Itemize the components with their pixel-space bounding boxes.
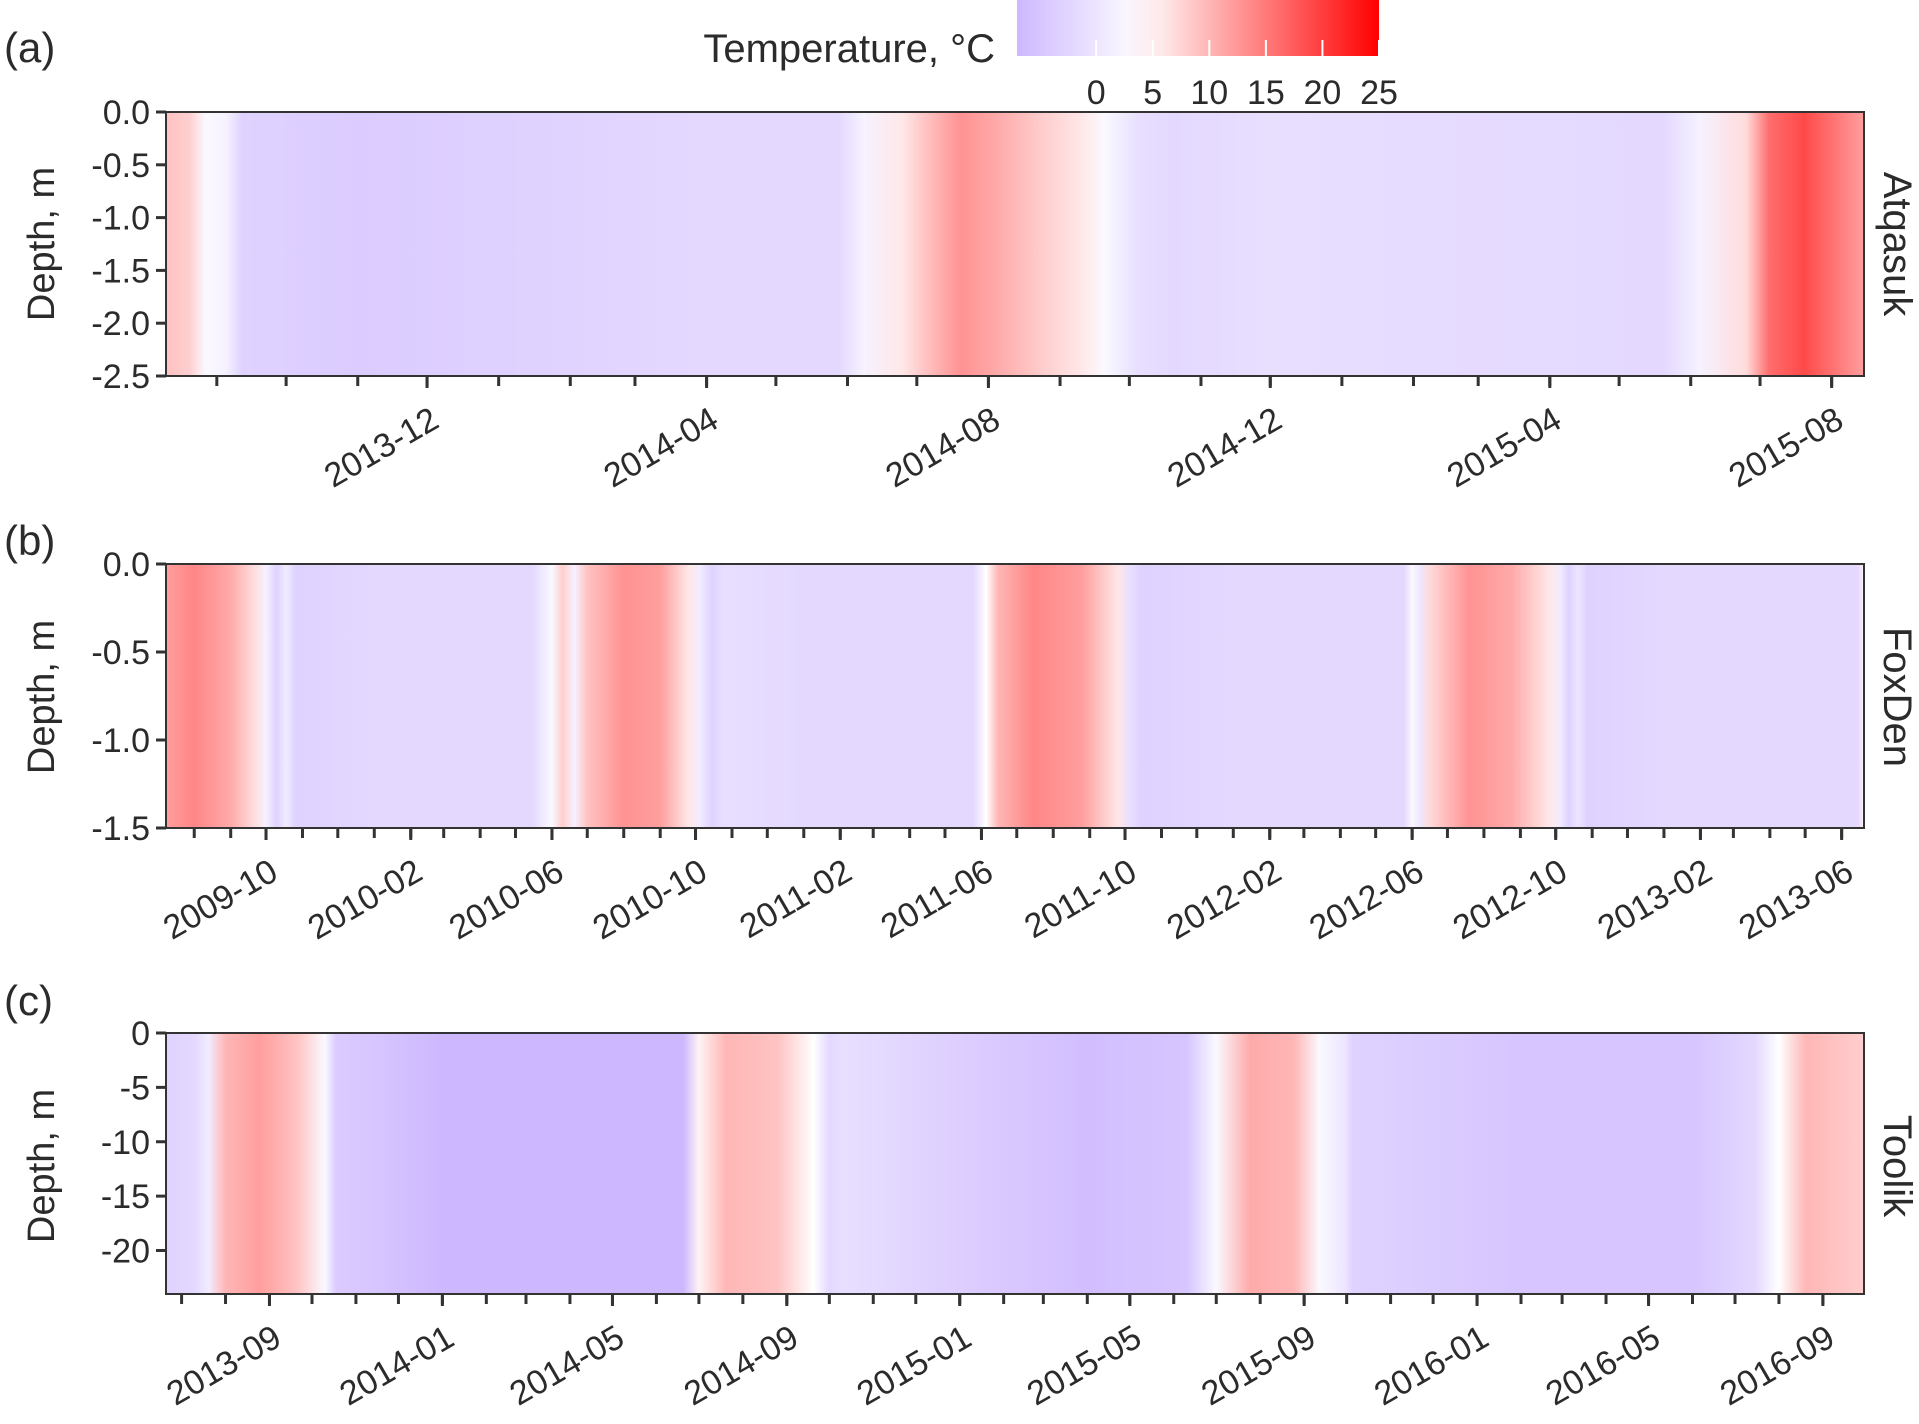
legend-tick-label: 10 [1190, 74, 1228, 112]
x-tick-label: 2009-10 [157, 852, 284, 947]
legend-ticks: 0 5 10 15 20 25 [1087, 40, 1398, 112]
x-tick-label: 2012-06 [1303, 852, 1430, 947]
legend-title: Temperature, °C [703, 27, 995, 71]
legend-tick-label: 15 [1247, 74, 1285, 112]
x-tick-label: 2014-01 [333, 1318, 460, 1413]
panel-letter-c: (c) [4, 977, 53, 1024]
legend-tick-label: 20 [1304, 74, 1342, 112]
panels-layer: 0.0 -0.5 -1.0 -1.5 -2.0 -2.5 2013-12 2014-04 201… [91, 94, 1865, 1413]
x-tick-label: 2012-10 [1447, 852, 1574, 947]
x-tick-label: 2011-10 [1018, 852, 1143, 946]
x-tick-label: 2016-09 [1714, 1318, 1841, 1413]
y-tick-label: -15 [101, 1178, 150, 1216]
ylabel-toolik: Depth, m [21, 1089, 63, 1243]
y-tick-label: -1.5 [91, 252, 150, 290]
x-tick-label: 2015-04 [1441, 400, 1568, 495]
panel-atqasuk: 0.0 -0.5 -1.0 -1.5 -2.0 -2.5 2013-12 2014-04 201… [91, 94, 1865, 495]
x-tick-label: 2014-12 [1161, 400, 1288, 495]
y-tick-label: -1.0 [91, 200, 150, 238]
y-tick-label: -1.5 [91, 810, 150, 848]
ylabel-atqasuk: Depth, m [21, 167, 63, 321]
x-tick-label: 2015-01 [851, 1318, 978, 1413]
x-tick-label: 2012-02 [1161, 852, 1288, 947]
panel-letter-a: (a) [4, 24, 55, 71]
facet-label-atqasuk: Atqasuk [1875, 172, 1919, 318]
x-tick-label: 2013-06 [1733, 852, 1860, 947]
y-tick-label: -20 [101, 1233, 150, 1271]
y-tick-label: -2.5 [91, 358, 150, 396]
y-tick-label: -0.5 [91, 147, 150, 185]
x-tick-label: 2016-05 [1539, 1318, 1666, 1413]
x-tick-label: 2011-06 [875, 852, 1000, 946]
y-tick-label: -10 [101, 1124, 150, 1162]
panel-letter-b: (b) [4, 517, 55, 564]
legend-tick-label: 0 [1087, 74, 1106, 112]
x-tick-label: 2010-06 [443, 852, 570, 947]
x-tick-label: 2013-09 [160, 1318, 287, 1413]
x-tick-label: 2011-02 [733, 852, 858, 946]
x-tick-label: 2015-05 [1021, 1318, 1148, 1413]
y-tick-label: -2.0 [91, 305, 150, 343]
y-tick-label: 0 [131, 1015, 150, 1053]
panel-frame [165, 1032, 1865, 1295]
y-tick-label: -1.0 [91, 722, 150, 760]
heatmap-field [166, 1033, 1864, 1294]
x-tick-label: 2015-09 [1195, 1318, 1322, 1413]
x-tick-label: 2014-09 [678, 1318, 805, 1413]
x-tick-label: 2013-02 [1591, 852, 1718, 947]
x-tick-label: 2015-08 [1723, 400, 1850, 495]
y-tick-label: -5 [120, 1069, 150, 1107]
facet-label-foxden: FoxDen [1875, 627, 1919, 767]
panel-frame [165, 563, 1865, 829]
x-tick-label: 2014-08 [879, 400, 1006, 495]
heatmap-field [166, 112, 1864, 376]
x-tick-label: 2010-02 [302, 852, 429, 947]
x-tick-label: 2016-01 [1368, 1318, 1495, 1413]
heatmap-field [166, 564, 1864, 828]
legend-tick-label: 25 [1360, 74, 1398, 112]
panel-frame [165, 111, 1865, 377]
x-tick-label: 2014-04 [598, 400, 725, 495]
ylabel-foxden: Depth, m [21, 620, 63, 774]
legend-colorbar [1017, 0, 1379, 56]
y-tick-label: -0.5 [91, 634, 150, 672]
x-tick-label: 2014-05 [503, 1318, 630, 1413]
facet-label-toolik: Toolik [1875, 1115, 1919, 1218]
x-tick-label: 2010-10 [586, 852, 713, 947]
y-tick-label: 0.0 [103, 94, 150, 132]
x-tick-label: 2013-12 [318, 400, 445, 495]
legend: Temperature, °C 0 5 10 15 20 25 [703, 0, 1398, 112]
y-tick-label: 0.0 [103, 546, 150, 584]
panel-toolik: 0 -5 -10 -15 -20 2013-09 2014-01 2014-05 2014-09… [101, 1015, 1865, 1413]
legend-tick-label: 5 [1143, 74, 1162, 112]
